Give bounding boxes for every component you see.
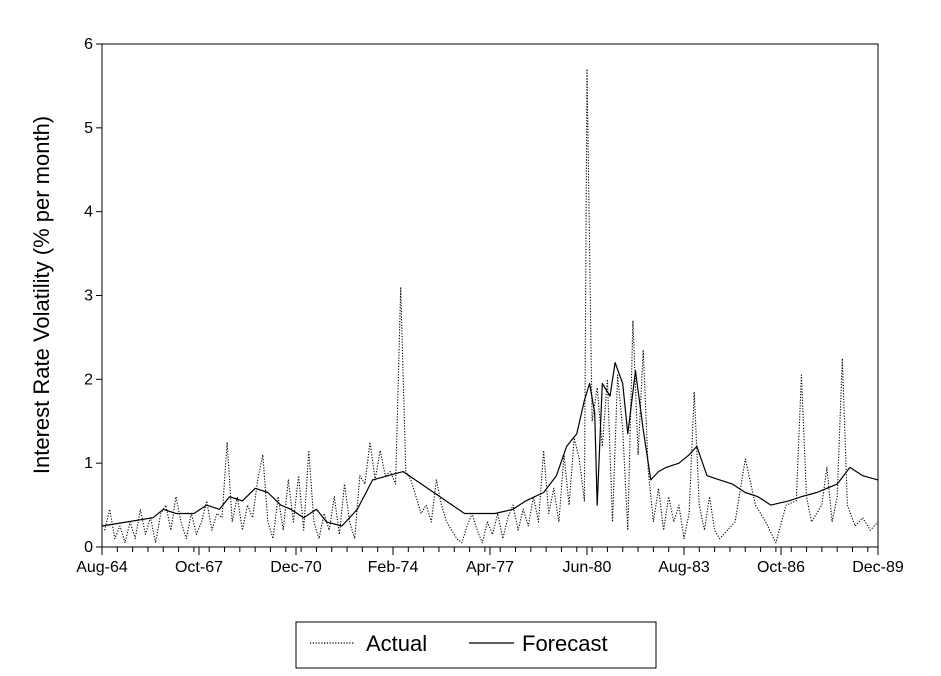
legend: Actual Forecast [295,621,657,669]
y-axis-title: Interest Rate Volatility (% per month) [29,116,54,474]
y-tick-label: 1 [84,455,93,472]
legend-label-forecast: Forecast [522,631,608,656]
x-tick-label: Feb-74 [368,559,419,576]
legend-label-actual: Actual [366,631,427,656]
x-axis: Aug-64 Oct-67 Dec-70 Feb-74 Apr-77 Jun-80 Aug-… [76,547,904,576]
x-tick-label: Dec-89 [852,559,904,576]
x-tick-label: Aug-64 [76,559,128,576]
legend-box [295,621,657,669]
y-tick-label: 0 [84,539,93,556]
y-tick-label: 4 [84,204,93,221]
y-tick-label: 2 [84,371,93,388]
x-tick-label: Jun-80 [563,559,612,576]
y-tick-label: 3 [84,288,93,305]
plot-frame [101,43,879,548]
x-tick-label: Aug-83 [658,559,710,576]
y-tick-label: 6 [84,36,93,53]
series-line-actual [104,68,879,544]
series-layer [101,68,879,544]
x-tick-label: Oct-86 [757,559,805,576]
y-axis: 0 1 2 3 4 5 6 [84,36,102,556]
series-line-forecast [101,362,879,527]
y-tick-label: 5 [84,120,93,137]
x-tick-label: Dec-70 [270,559,322,576]
x-tick-label: Apr-77 [466,559,514,576]
x-tick-label: Oct-67 [175,559,223,576]
